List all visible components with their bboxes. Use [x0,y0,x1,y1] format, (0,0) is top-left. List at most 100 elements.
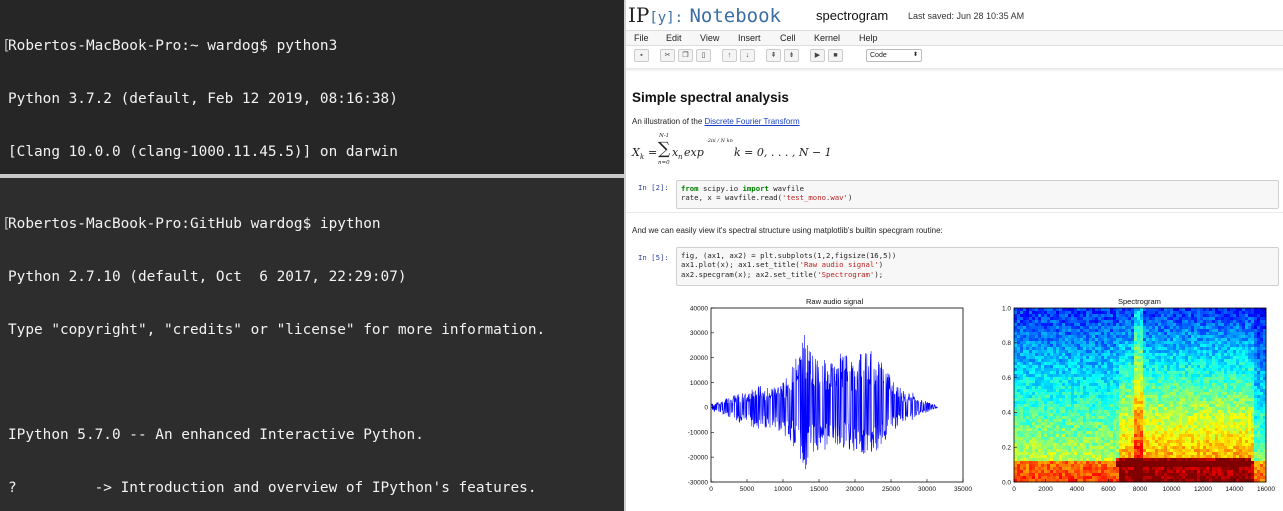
spectrogram-cell [1188,443,1192,447]
move-up-icon[interactable]: ↑ [722,49,737,62]
spectrogram-cell [1071,377,1075,381]
spectrogram-cell [1194,479,1198,483]
menu-insert[interactable]: Insert [738,33,761,43]
spectrogram-cell [1101,446,1105,450]
spectrogram-cell [1194,401,1198,405]
spectrogram-cell [1227,419,1231,423]
spectrogram-cell [1104,317,1108,321]
menu-help[interactable]: Help [859,33,878,43]
spectrogram-cell [1092,338,1096,342]
spectrogram-cell [1155,467,1159,471]
cell-type-select[interactable]: Code ⬍ [866,49,922,62]
spectrogram-cell [1185,347,1189,351]
spectrogram-cell [1020,446,1024,450]
spectrogram-cell [1029,416,1033,420]
ipython-terminal[interactable]: [Robertos-MacBook-Pro:GitHub wardog$ ipy… [0,178,624,511]
spectrogram-cell [1257,338,1261,342]
spectrogram-cell [1233,458,1237,462]
spectrogram-cell [1263,332,1267,336]
spectrogram-cell [1131,326,1135,330]
spectrogram-cell [1239,413,1243,417]
notebook-title[interactable]: spectrogram [816,8,889,23]
spectrogram-cell [1152,401,1156,405]
spectrogram-cell [1197,476,1201,480]
spectrogram-cell [1065,308,1069,312]
spectrogram-cell [1248,479,1252,483]
spectrogram-cell [1119,314,1123,318]
spectrogram-cell [1122,395,1126,399]
spectrogram-cell [1188,407,1192,411]
spectrogram-cell [1167,401,1171,405]
spectrogram-cell [1143,323,1147,327]
spectrogram-cell [1194,425,1198,429]
spectrogram-cell [1188,347,1192,351]
spectrogram-cell [1236,404,1240,408]
spectrogram-cell [1029,410,1033,414]
spectrogram-cell [1032,368,1036,372]
spectrogram-cell [1026,392,1030,396]
spectrogram-cell [1167,365,1171,369]
menu-cell[interactable]: Cell [780,33,796,43]
spectrogram-cell [1215,353,1219,357]
spectrogram-cell [1188,401,1192,405]
dft-link[interactable]: Discrete Fourier Transform [704,117,800,126]
spectrogram-cell [1059,308,1063,312]
spectrogram-cell [1257,422,1261,426]
spectrogram-cell [1179,446,1183,450]
spectrogram-cell [1221,314,1225,318]
spectrogram-cell [1260,329,1264,333]
run-icon[interactable]: ▶ [810,49,825,62]
spectrogram-cell [1167,308,1171,312]
spectrogram-cell [1020,422,1024,426]
spectrogram-cell [1110,317,1114,321]
spectrogram-cell [1113,329,1117,333]
spectrogram-cell [1245,449,1249,453]
spectrogram-cell [1197,332,1201,336]
spectrogram-cell [1044,446,1048,450]
spectrogram-cell [1143,392,1147,396]
spectrogram-cell [1032,461,1036,465]
menu-file[interactable]: File [634,33,649,43]
spectrogram-cell [1152,428,1156,432]
code-cell[interactable]: In [5]: fig, (ax1, ax2) = plt.subplots(1… [626,247,1279,287]
save-icon[interactable]: ▪ [634,49,649,62]
python3-terminal[interactable]: [Robertos-MacBook-Pro:~ wardog$ python3 … [0,0,624,174]
move-down-icon[interactable]: ↓ [740,49,755,62]
code-cell[interactable]: In [2]: from scipy.io import wavfile rat… [626,180,1279,212]
spectrogram-cell [1068,326,1072,330]
spectrogram-cell [1239,389,1243,393]
spectrogram-cell [1020,398,1024,402]
spectrogram-cell [1020,308,1024,312]
insert-below-icon[interactable]: ⇟ [784,49,799,62]
insert-above-icon[interactable]: ⇞ [766,49,781,62]
spectrogram-cell [1095,437,1099,441]
spectrogram-cell [1152,371,1156,375]
spectrogram-cell [1149,323,1153,327]
spectrogram-cell [1014,386,1018,390]
spectrogram-cell [1035,473,1039,477]
spectrogram-cell [1047,401,1051,405]
menu-kernel[interactable]: Kernel [814,33,841,43]
ipython-logo[interactable]: IP[y]: Notebook [628,3,781,27]
spectrogram-cell [1152,377,1156,381]
spectrogram-cell [1245,365,1249,369]
spectrogram-cell [1203,389,1207,393]
menu-edit[interactable]: Edit [666,33,682,43]
stop-icon[interactable]: ■ [828,49,843,62]
spectrogram-cell [1221,407,1225,411]
cut-icon[interactable]: ✂ [660,49,675,62]
spectrogram-cell [1041,428,1045,432]
spectrogram-cell [1263,362,1267,366]
code-input[interactable]: fig, (ax1, ax2) = plt.subplots(1,2,figsi… [676,247,1279,286]
spectrogram-cell [1092,311,1096,315]
spectrogram-cell [1152,356,1156,360]
spectrogram-cell [1248,353,1252,357]
spectrogram-cell [1050,317,1054,321]
paste-icon[interactable]: ▯ [696,49,711,62]
spectrogram-cell [1194,365,1198,369]
code-input[interactable]: from scipy.io import wavfile rate, x = w… [676,180,1279,209]
copy-icon[interactable]: ❐ [678,49,693,62]
spectrogram-cell [1194,470,1198,474]
menu-view[interactable]: View [700,33,720,43]
spectrogram-cell [1251,467,1255,471]
